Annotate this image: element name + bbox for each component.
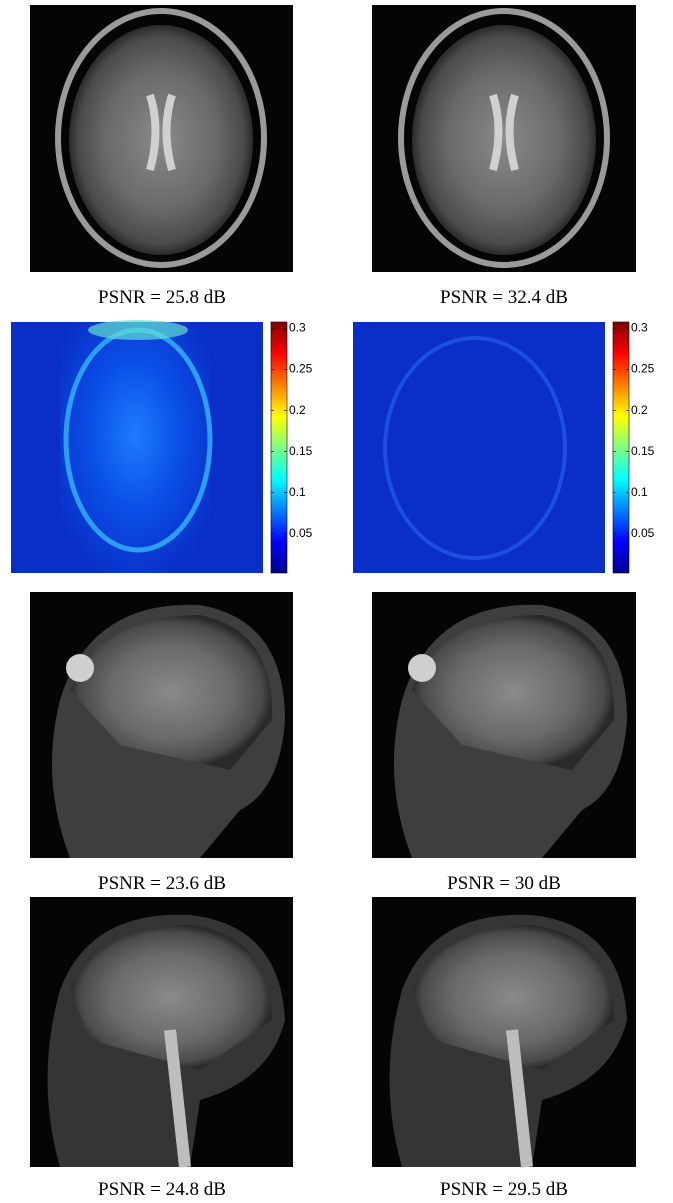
error-map-left bbox=[11, 320, 263, 573]
colorbar-tick-label: 0.2 bbox=[631, 403, 648, 417]
caption: PSNR = 24.8 dB bbox=[98, 1179, 226, 1200]
image-sagittal-right bbox=[372, 592, 636, 858]
colorbar-tick-label: 0.1 bbox=[289, 485, 306, 499]
caption: PSNR = 32.4 dB bbox=[440, 287, 568, 308]
caption: PSNR = 25.8 dB bbox=[98, 287, 226, 308]
colorbar-tick-label: 0.3 bbox=[631, 321, 648, 335]
error-map-right bbox=[353, 322, 605, 573]
colorbar bbox=[270, 321, 288, 574]
colorbar-tick-label: 0.25 bbox=[289, 362, 313, 376]
colorbar-tick-label: 0.3 bbox=[289, 321, 306, 335]
colorbar-tick-label: 0.15 bbox=[289, 444, 313, 458]
caption: PSNR = 30 dB bbox=[447, 873, 561, 894]
colorbar-tick-label: 0.1 bbox=[631, 485, 648, 499]
colorbar-tick-label: 0.2 bbox=[289, 403, 306, 417]
image-axial-left bbox=[30, 5, 293, 272]
image-sagittal-left bbox=[30, 592, 293, 858]
colorbar-ticks: 0.05 0.1 0.15 0.2 0.25 0.3 bbox=[271, 321, 313, 540]
image-midline-right bbox=[372, 897, 636, 1168]
caption: PSNR = 29.5 dB bbox=[440, 1179, 568, 1200]
colorbar-tick-label: 0.15 bbox=[631, 444, 655, 458]
image-axial-right bbox=[372, 5, 636, 272]
colorbar-tick-label: 0.25 bbox=[631, 362, 655, 376]
colorbar bbox=[612, 321, 630, 574]
colorbar-ticks: 0.05 0.1 0.15 0.2 0.25 0.3 bbox=[613, 321, 655, 540]
colorbar-tick-label: 0.05 bbox=[631, 526, 655, 540]
image-midline-left bbox=[30, 897, 293, 1168]
caption: PSNR = 23.6 dB bbox=[98, 873, 226, 894]
colorbar-tick-label: 0.05 bbox=[289, 526, 313, 540]
